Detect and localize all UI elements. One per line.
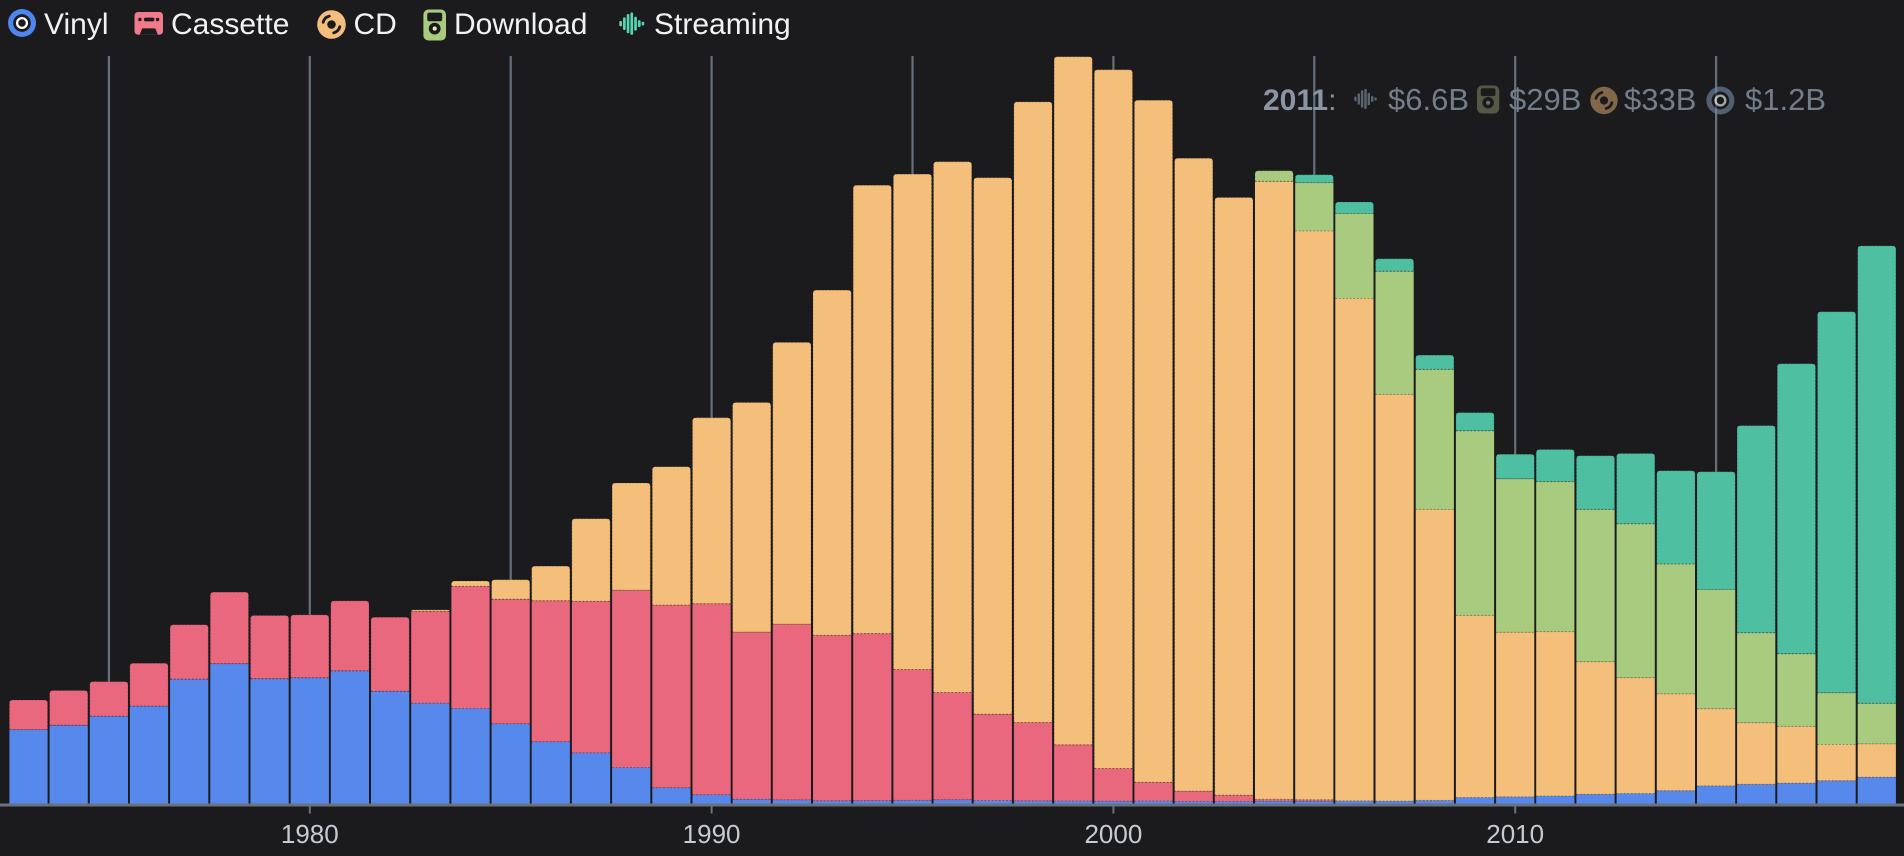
svg-text:CD: CD (354, 8, 397, 41)
svg-text:Download: Download (454, 8, 587, 41)
svg-text:$6.6B: $6.6B (1388, 82, 1469, 117)
svg-text:2011:: 2011: (1263, 84, 1336, 117)
svg-text:$1.2B: $1.2B (1745, 82, 1826, 117)
svg-text:Vinyl: Vinyl (44, 8, 108, 41)
svg-text:$33B: $33B (1624, 82, 1696, 117)
svg-text:Cassette: Cassette (171, 8, 289, 41)
svg-text:Streaming: Streaming (654, 8, 791, 41)
svg-text:1980: 1980 (281, 819, 339, 849)
svg-text:2010: 2010 (1486, 819, 1544, 849)
svg-text:2000: 2000 (1084, 819, 1142, 849)
svg-text:$29B: $29B (1509, 82, 1581, 117)
svg-text:1990: 1990 (683, 819, 741, 849)
